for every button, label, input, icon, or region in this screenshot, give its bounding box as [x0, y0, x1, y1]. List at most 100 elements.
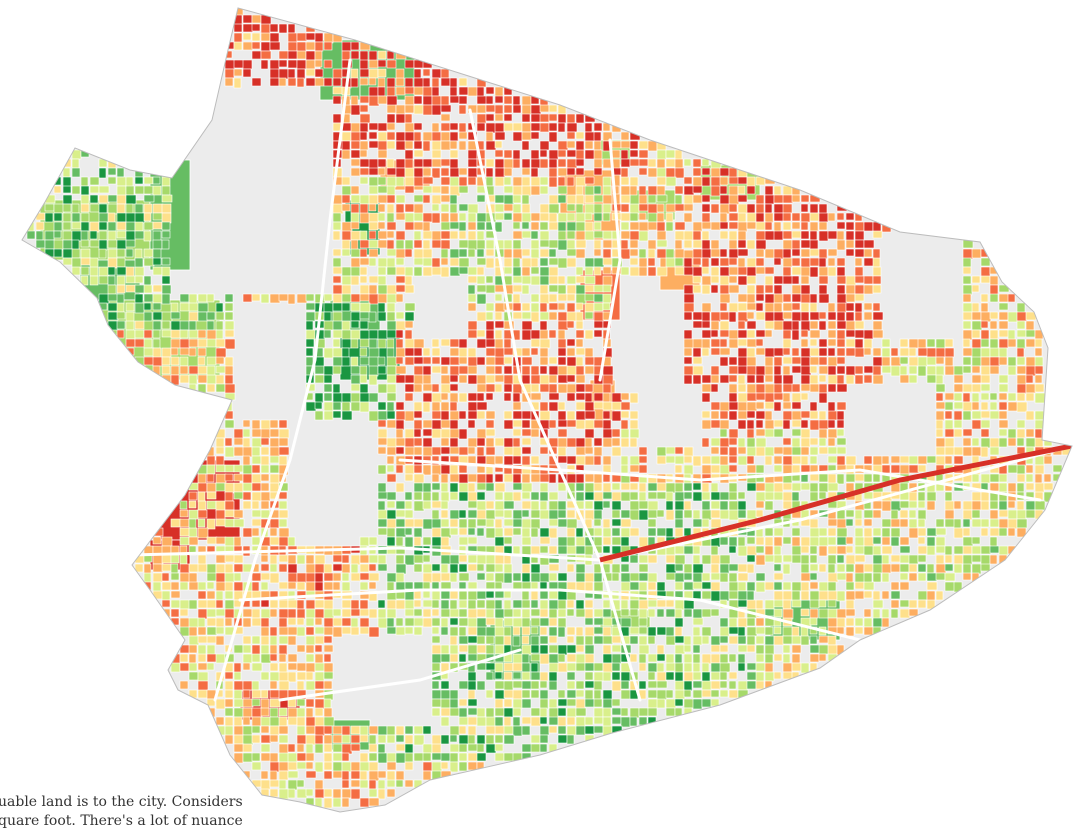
caption-text: uable land is to the city. Considers qua…: [0, 793, 258, 831]
parcel: [71, 230, 83, 242]
parcel: [215, 338, 226, 348]
parcel: [917, 455, 928, 465]
parcel: [566, 257, 577, 268]
parcel: [368, 779, 377, 790]
parcel: [215, 581, 227, 592]
parcel: [116, 266, 128, 276]
parcel: [584, 473, 595, 483]
parcel: [683, 527, 692, 537]
parcel: [305, 293, 315, 302]
parcel: [602, 716, 612, 728]
parcel: [737, 644, 749, 653]
parcel: [161, 590, 171, 601]
parcel: [386, 725, 396, 736]
parcel: [116, 284, 126, 294]
parcel: [944, 455, 953, 465]
parcel: [179, 563, 191, 574]
parcel: [566, 212, 576, 222]
parcel: [818, 203, 828, 215]
parcel: [521, 590, 530, 601]
parcel: [431, 185, 442, 194]
parcel: [593, 230, 604, 239]
parcel: [386, 518, 397, 529]
parcel: [548, 698, 558, 709]
parcel: [107, 311, 119, 321]
parcel: [809, 563, 819, 572]
parcel: [341, 734, 351, 744]
parcel: [575, 491, 585, 502]
parcel: [206, 626, 218, 636]
parcel: [467, 275, 478, 284]
parcel: [269, 644, 278, 655]
parcel: [845, 608, 856, 617]
parcel: [422, 572, 433, 584]
parcel: [1025, 374, 1034, 384]
parcel: [809, 581, 819, 590]
parcel: [476, 527, 485, 537]
parcel: [674, 455, 685, 465]
parcel: [260, 698, 270, 710]
parcel: [836, 536, 848, 546]
parcel: [899, 374, 910, 384]
parcel: [314, 77, 325, 87]
parcel: [422, 374, 432, 385]
parcel: [242, 419, 251, 428]
parcel: [575, 239, 587, 249]
parcel: [701, 689, 713, 698]
parcel: [305, 608, 316, 619]
parcel: [836, 356, 846, 365]
parcel: [683, 446, 694, 458]
parcel: [746, 356, 757, 367]
parcel: [539, 590, 549, 600]
parcel: [791, 230, 802, 239]
parcel: [791, 437, 801, 449]
parcel: [494, 284, 505, 293]
parcel: [557, 707, 567, 717]
parcel: [251, 725, 261, 734]
parcel: [611, 707, 622, 716]
parcel: [431, 428, 442, 439]
parcel: [206, 635, 218, 644]
parcel: [602, 392, 611, 403]
parcel: [341, 752, 350, 762]
parcel: [764, 230, 776, 241]
parcel: [521, 536, 532, 546]
parcel: [1016, 383, 1027, 395]
parcel: [494, 725, 506, 735]
parcel: [809, 599, 820, 609]
parcel: [251, 446, 261, 457]
parcel: [503, 680, 514, 692]
parcel: [998, 347, 1008, 359]
parcel: [962, 437, 972, 447]
parcel: [593, 320, 604, 329]
parcel: [395, 545, 406, 555]
parcel: [242, 644, 252, 654]
parcel: [638, 572, 649, 582]
parcel: [719, 293, 731, 304]
parcel: [809, 617, 818, 626]
parcel: [818, 428, 828, 440]
parcel: [377, 608, 387, 620]
parcel: [719, 491, 730, 501]
parcel: [863, 455, 873, 465]
parcel: [638, 140, 650, 150]
parcel: [836, 626, 845, 635]
parcel: [539, 275, 550, 286]
parcel: [845, 581, 855, 591]
parcel: [863, 536, 875, 548]
parcel: [701, 266, 710, 275]
parcel: [899, 518, 909, 528]
parcel: [80, 176, 89, 187]
parcel: [134, 266, 145, 277]
parcel: [809, 230, 818, 241]
parcel: [764, 266, 775, 275]
parcel: [683, 158, 692, 167]
parcel: [755, 644, 765, 655]
parcel: [980, 347, 991, 358]
parcel: [791, 221, 801, 230]
parcel: [413, 599, 422, 608]
parcel: [728, 635, 739, 645]
parcel: [665, 482, 677, 494]
parcel: [323, 608, 335, 620]
